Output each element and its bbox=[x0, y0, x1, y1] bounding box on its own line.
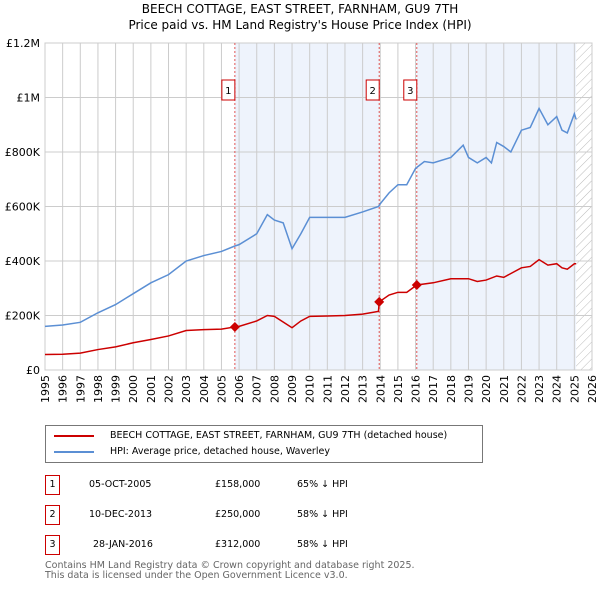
y-tick-label: £1M bbox=[17, 92, 41, 105]
x-tick-label: 2026 bbox=[586, 375, 599, 403]
x-tick-label: 2000 bbox=[127, 375, 140, 403]
x-tick-label: 2012 bbox=[339, 375, 352, 403]
x-tick-label: 1999 bbox=[110, 375, 123, 403]
sale-price: £158,000 bbox=[215, 479, 261, 490]
x-tick-label: 1998 bbox=[92, 375, 105, 403]
plot-border bbox=[44, 42, 593, 371]
sale-label-box bbox=[365, 79, 380, 101]
x-tick-label: 2001 bbox=[145, 375, 158, 403]
x-tick-label: 2020 bbox=[480, 375, 493, 403]
x-tick-label: 2011 bbox=[321, 375, 334, 403]
sale-hpi: 65% ↓ HPI bbox=[297, 479, 348, 490]
x-tick-label: 2008 bbox=[268, 375, 281, 403]
x-tick-label: 2021 bbox=[498, 375, 511, 403]
y-tick-label: £1.2M bbox=[6, 37, 40, 50]
sale-date: 28-JAN-2016 bbox=[93, 539, 153, 550]
sale-marker-number: 3 bbox=[45, 535, 60, 555]
sale-marker-number: 2 bbox=[45, 505, 60, 525]
x-tick-label: 2010 bbox=[304, 375, 317, 403]
sale-row: 3 28-JAN-2016 £312,000 58% ↓ HPI bbox=[45, 535, 485, 555]
copyright-text: Contains HM Land Registry data © Crown c… bbox=[45, 560, 415, 571]
x-tick-label: 1997 bbox=[74, 375, 87, 403]
x-tick-label: 2015 bbox=[392, 375, 405, 403]
property-price-line bbox=[44, 258, 577, 356]
sale-label-box bbox=[221, 79, 236, 101]
sale-label-box bbox=[403, 79, 418, 101]
x-tick-label: 2024 bbox=[551, 375, 564, 403]
chart-subtitle: Price paid vs. HM Land Registry's House … bbox=[128, 18, 472, 32]
sale-label: 1 bbox=[225, 86, 231, 97]
x-tick-label: 1995 bbox=[39, 375, 52, 403]
x-tick-label: 2004 bbox=[198, 375, 211, 403]
y-tick-label: £0 bbox=[26, 364, 40, 377]
chart-title: BEECH COTTAGE, EAST STREET, FARNHAM, GU9… bbox=[141, 2, 459, 16]
y-tick-label: £800K bbox=[5, 146, 41, 159]
legend-item-hpi: HPI: Average price, detached house, Wave… bbox=[54, 446, 330, 457]
sale-label: 2 bbox=[370, 86, 376, 97]
x-tick-label: 2019 bbox=[462, 375, 475, 403]
y-tick-label: £400K bbox=[5, 255, 41, 268]
sale-price: £312,000 bbox=[215, 539, 261, 550]
x-tick-label: 2018 bbox=[445, 375, 458, 403]
legend-label: BEECH COTTAGE, EAST STREET, FARNHAM, GU9… bbox=[110, 430, 448, 441]
sale-point bbox=[411, 279, 422, 290]
legend-item-property: BEECH COTTAGE, EAST STREET, FARNHAM, GU9… bbox=[54, 430, 447, 441]
sale-date: 05-OCT-2005 bbox=[89, 479, 152, 490]
legend-label: HPI: Average price, detached house, Wave… bbox=[110, 446, 330, 457]
x-tick-label: 2007 bbox=[251, 375, 264, 403]
x-tick-label: 2016 bbox=[410, 375, 423, 403]
price-chart: 1995 1996 1997 1998 1999 2000 2001 2002 2003 2004… bbox=[5, 37, 599, 403]
sale-point bbox=[229, 321, 240, 332]
blue-line-swatch bbox=[54, 450, 94, 453]
sale-point bbox=[374, 296, 385, 307]
sale-date: 10-DEC-2013 bbox=[89, 509, 153, 520]
x-tick-label: 2002 bbox=[163, 375, 176, 403]
x-tick-label: 2014 bbox=[374, 375, 387, 403]
y-tick-label: £600K bbox=[5, 201, 41, 214]
x-tick-label: 2017 bbox=[427, 375, 440, 403]
legend: BEECH COTTAGE, EAST STREET, FARNHAM, GU9… bbox=[45, 425, 483, 463]
sale-label: 3 bbox=[407, 86, 413, 97]
sale-hpi: 58% ↓ HPI bbox=[297, 509, 348, 520]
sale-price: £250,000 bbox=[215, 509, 261, 520]
licence-text: This data is licensed under the Open Gov… bbox=[45, 570, 348, 581]
sale-row: 1 05-OCT-2005 £158,000 65% ↓ HPI bbox=[45, 475, 485, 495]
x-tick-label: 2009 bbox=[286, 375, 299, 403]
x-tick-label: 2022 bbox=[515, 375, 528, 403]
sale-row: 2 10-DEC-2013 £250,000 58% ↓ HPI bbox=[45, 505, 485, 525]
footer: Contains HM Land Registry data © Crown c… bbox=[45, 561, 415, 581]
x-tick-label: 2025 bbox=[568, 375, 581, 403]
sale-marker-number: 1 bbox=[45, 475, 60, 495]
x-tick-label: 2005 bbox=[215, 375, 228, 403]
x-tick-label: 2003 bbox=[180, 375, 193, 403]
x-tick-label: 2013 bbox=[357, 375, 370, 403]
x-tick-label: 2023 bbox=[533, 375, 546, 403]
sale-hpi: 58% ↓ HPI bbox=[297, 539, 348, 550]
y-tick-label: £200K bbox=[5, 310, 41, 323]
hpi-line bbox=[44, 106, 577, 328]
red-line-swatch bbox=[54, 434, 94, 437]
x-tick-label: 2006 bbox=[233, 375, 246, 403]
x-tick-label: 1996 bbox=[57, 375, 70, 403]
